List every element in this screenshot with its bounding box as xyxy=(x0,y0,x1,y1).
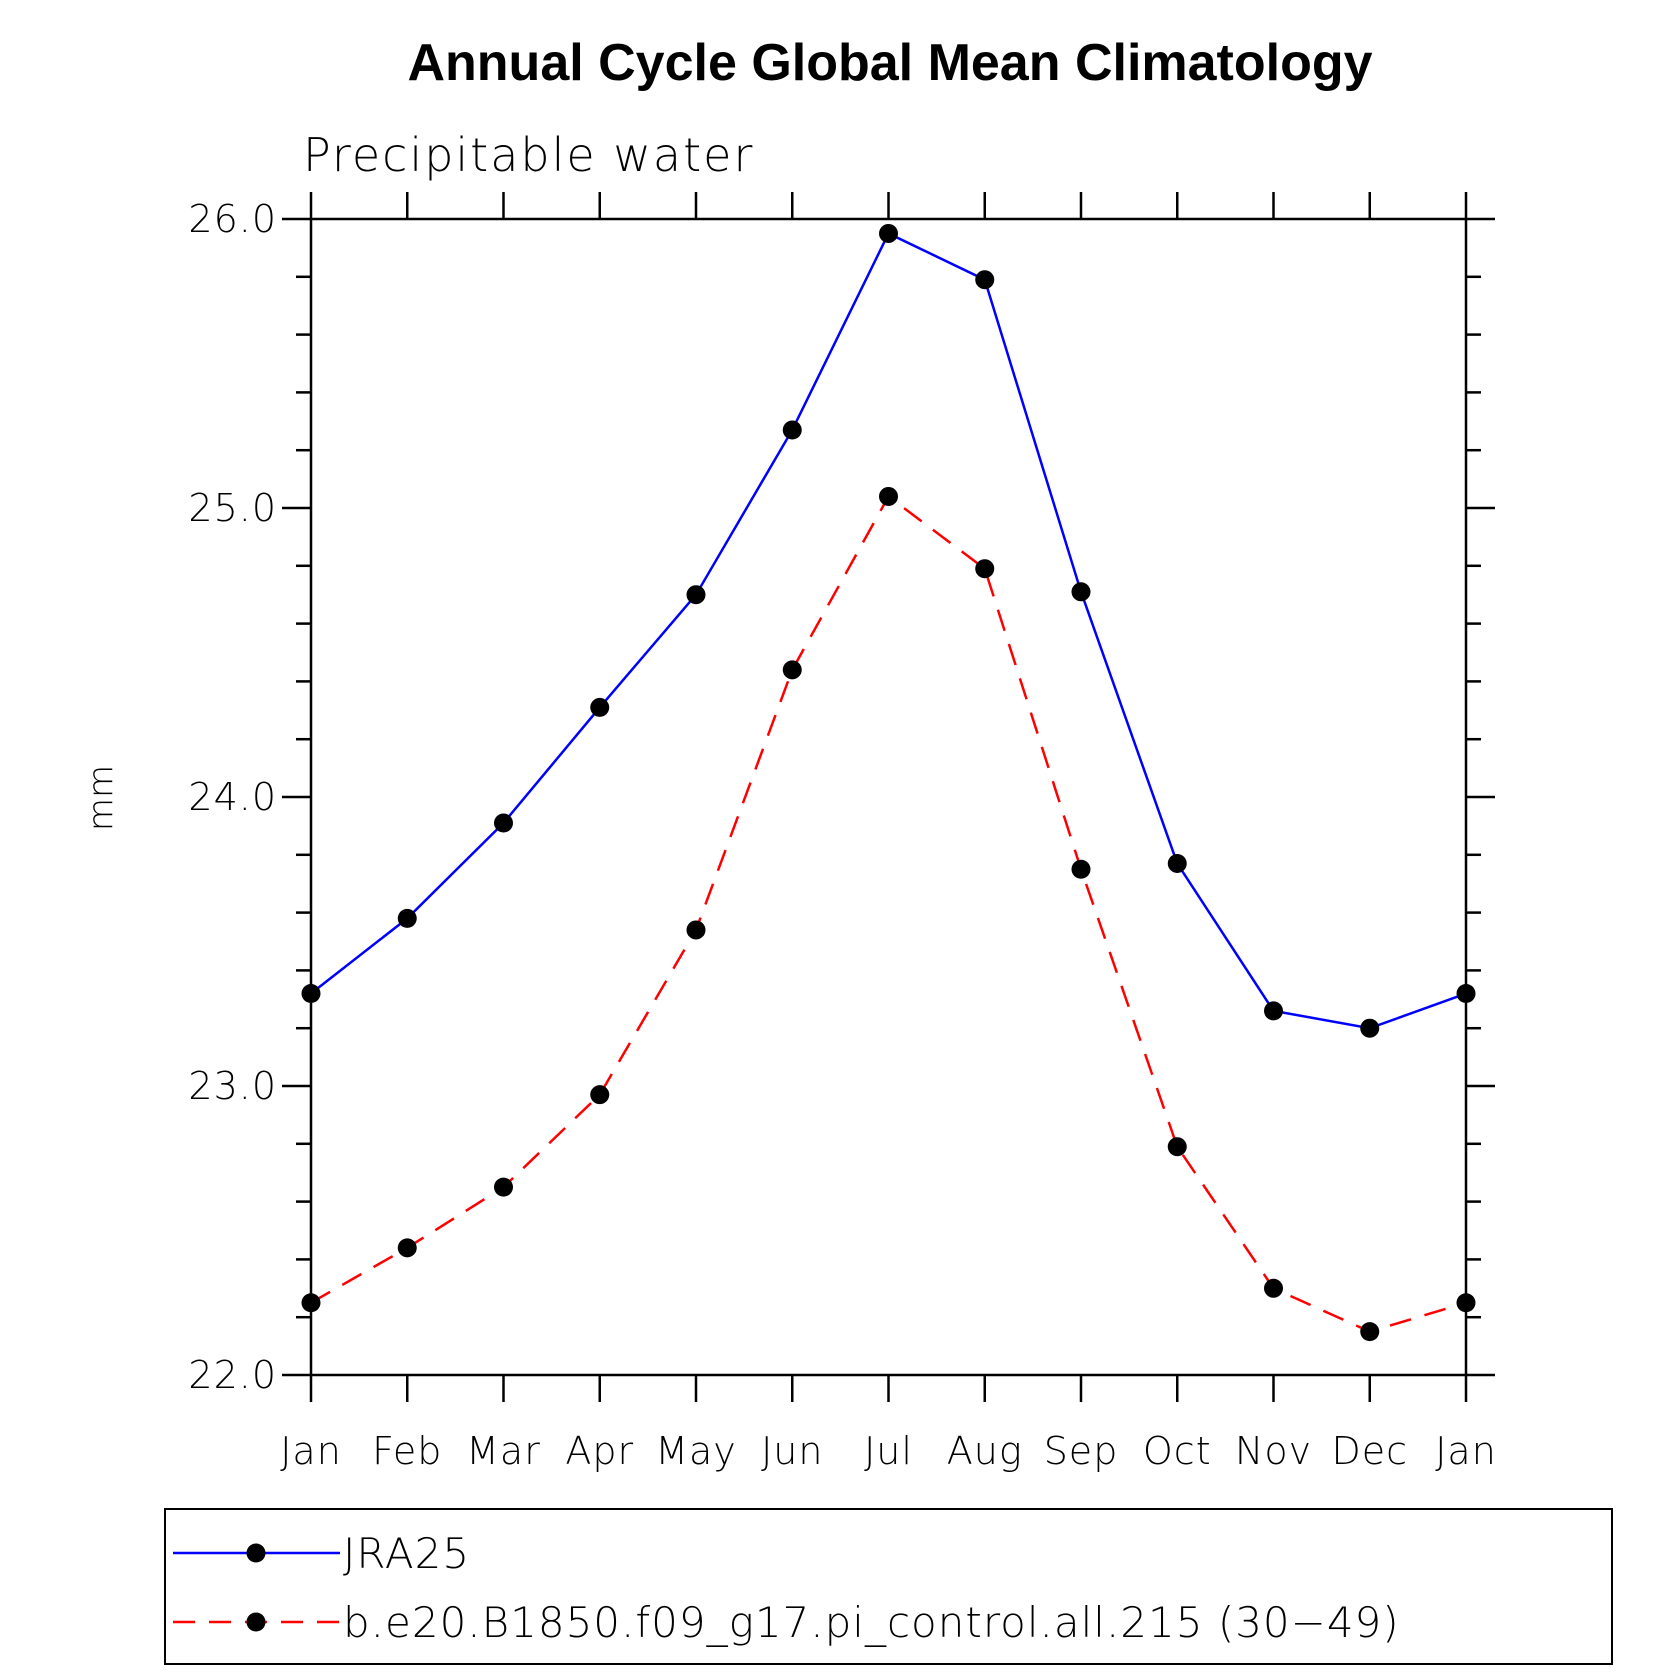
x-tick-label: Nov xyxy=(1235,1429,1312,1473)
series-1-point xyxy=(590,697,610,717)
x-tick-labels: Jan Feb Mar Apr May Jun Jul Aug Sep Oct Nov Dec Jan xyxy=(280,1429,1497,1473)
x-tick-label: Aug xyxy=(947,1429,1023,1473)
series-1-point xyxy=(1071,582,1091,602)
series-2-point xyxy=(975,559,995,579)
legend-box xyxy=(164,1508,1613,1665)
series-1-point xyxy=(1264,1001,1283,1021)
y-axis-label: mm xyxy=(81,765,121,831)
series-2-point xyxy=(879,486,898,506)
series-2-point xyxy=(397,1238,417,1258)
x-tick-label: Sep xyxy=(1044,1429,1119,1473)
series-1-point xyxy=(1167,853,1187,873)
series-2-point xyxy=(1167,1137,1187,1157)
y-tick-label: 26.0 xyxy=(188,197,277,241)
series-1-point xyxy=(782,420,802,440)
x-tick-label: Jan xyxy=(280,1429,342,1473)
y-tick-label: 25.0 xyxy=(188,486,277,530)
plot-border xyxy=(309,217,1468,1377)
series-1-point xyxy=(879,223,898,243)
series-group xyxy=(301,223,1476,1342)
chart-subtitle: Precipitable water xyxy=(303,128,754,182)
x-tick-label: May xyxy=(655,1429,737,1473)
legend: JRA25 b.e20.B1850.f09_g17.pi_control.all.… xyxy=(164,1508,1613,1665)
series-2-point xyxy=(782,660,802,680)
plot-frame xyxy=(309,217,1468,1377)
y-tick-label: 23.0 xyxy=(188,1064,277,1108)
series-2-point xyxy=(494,1177,513,1197)
y-tick-labels: 22.0 23.0 24.0 25.0 26.0 xyxy=(188,197,277,1397)
series-2-point xyxy=(1360,1322,1380,1342)
x-tick-label: Oct xyxy=(1143,1429,1212,1473)
axis-ticks xyxy=(282,192,1495,1402)
y-tick-label: 24.0 xyxy=(188,775,277,819)
series-1-point xyxy=(1456,984,1476,1004)
series-1-point xyxy=(301,984,321,1004)
y-tick-label: 22.0 xyxy=(188,1353,277,1397)
series-1-point xyxy=(975,270,995,290)
x-tick-label: Apr xyxy=(565,1429,634,1473)
x-tick-label: Dec xyxy=(1331,1429,1408,1473)
series-2-point xyxy=(1456,1293,1476,1313)
series-2-point xyxy=(1071,859,1091,879)
series-1-point xyxy=(494,813,513,833)
series-1-point xyxy=(397,908,417,928)
x-tick-label: Mar xyxy=(466,1429,541,1473)
legend-marker-1 xyxy=(246,1543,266,1563)
legend-label-1: JRA25 xyxy=(343,1529,470,1578)
series-line-1 xyxy=(310,231,1467,1030)
legend-marker-2 xyxy=(246,1612,266,1632)
x-tick-label: Feb xyxy=(372,1429,442,1473)
legend-label-2: b.e20.B1850.f09_g17.pi_control.all.215 (… xyxy=(343,1598,1400,1647)
series-2-point xyxy=(686,920,706,940)
series-line-2 xyxy=(310,494,1467,1333)
chart-title: Annual Cycle Global Mean Climatology xyxy=(407,34,1372,92)
series-1-point xyxy=(686,585,706,605)
series-1-point xyxy=(1360,1018,1380,1038)
x-tick-label: Jun xyxy=(761,1429,823,1473)
series-2-point xyxy=(1264,1278,1283,1298)
x-tick-label: Jan xyxy=(1435,1429,1497,1473)
x-tick-label: Jul xyxy=(864,1429,913,1473)
series-2-point xyxy=(301,1293,321,1313)
series-2-point xyxy=(590,1085,610,1105)
